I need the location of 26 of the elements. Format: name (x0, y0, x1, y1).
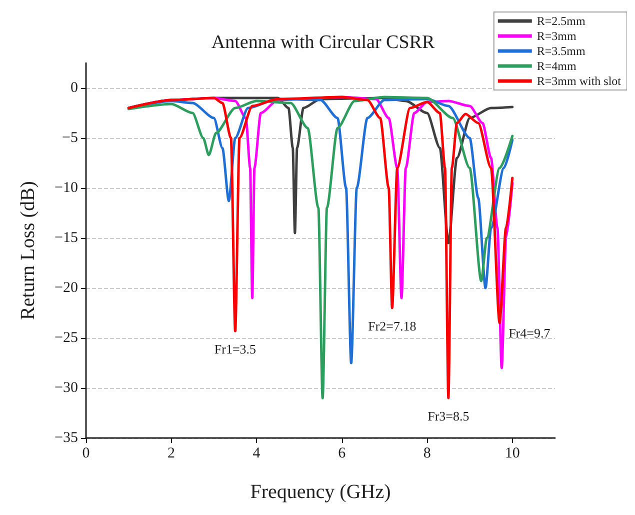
x-tick-label: 8 (423, 446, 431, 462)
legend-label: R=3mm with slot (536, 74, 622, 88)
x-tick-label: 6 (338, 446, 346, 462)
x-tick-label: 10 (504, 446, 520, 462)
chart-title: Antenna with Circular CSRR (211, 32, 435, 53)
y-tick-label: 0 (70, 80, 78, 96)
y-tick-label: −30 (54, 380, 78, 396)
y-tick-label: −25 (54, 330, 78, 346)
annotation: Fr2=7.18 (368, 318, 416, 334)
y-tick-label: −10 (54, 180, 78, 196)
x-axis-title: Frequency (GHz) (250, 481, 391, 503)
annotation: Fr1=3.5 (214, 342, 256, 356)
y-tick-label: −5 (62, 130, 78, 146)
y-tick-label: −20 (54, 280, 78, 296)
y-tick-label: −35 (54, 430, 78, 446)
legend-label: R=3.5mm (536, 44, 586, 58)
legend-label: R=3mm (536, 29, 577, 43)
y-tick-label: −15 (54, 230, 78, 246)
x-tick-label: 2 (168, 446, 176, 462)
legend-label: R=2.5mm (536, 14, 586, 28)
x-tick-label: 0 (82, 446, 90, 462)
x-tick-label: 4 (252, 446, 261, 462)
y-axis-title: Return Loss (dB) (17, 181, 39, 320)
legend-label: R=4mm (536, 59, 577, 73)
annotation: Fr3=8.5 (428, 408, 470, 424)
annotation: Fr4=9.7 (508, 326, 551, 340)
